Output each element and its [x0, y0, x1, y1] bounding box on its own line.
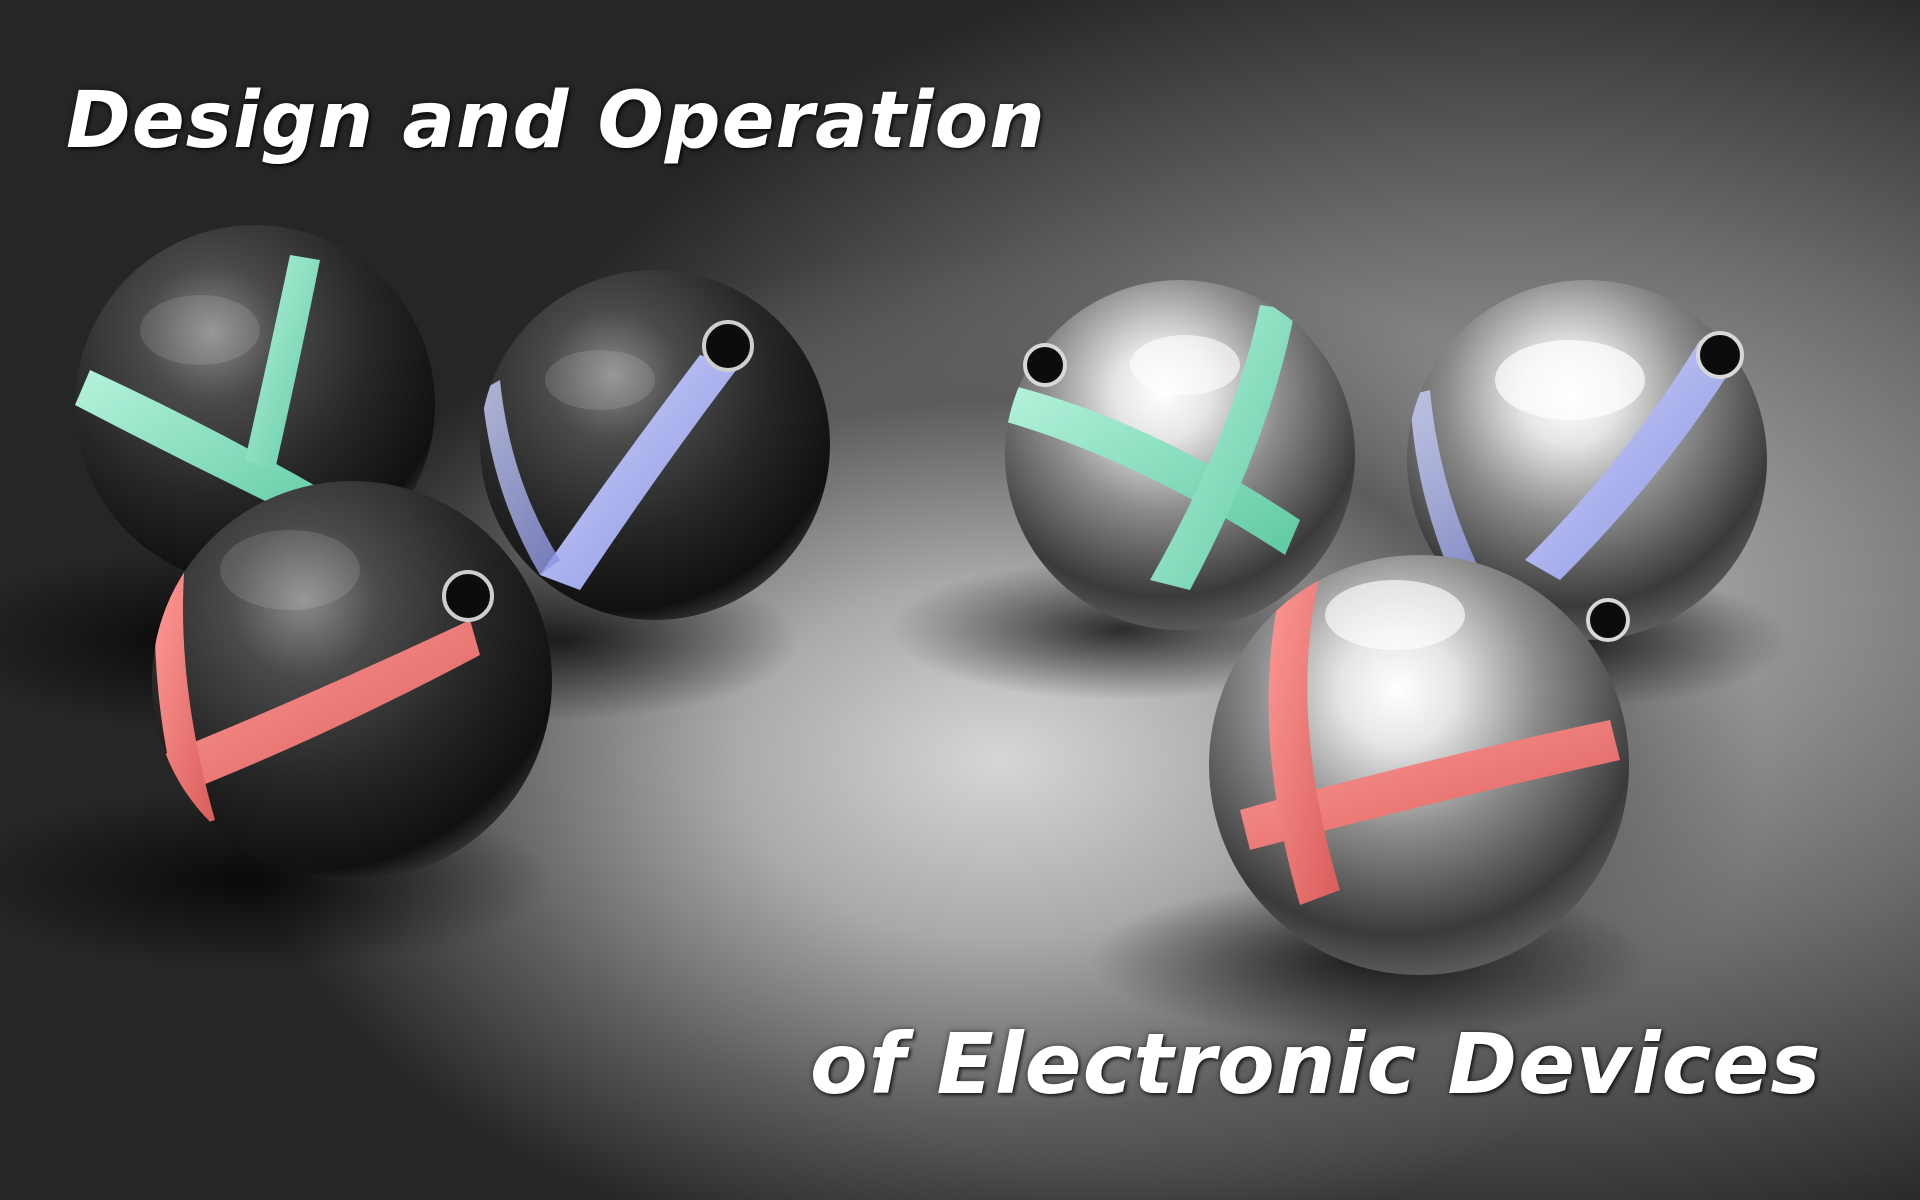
sphere-green-right [1005, 280, 1355, 630]
title-line-2: of Electronic Devices [810, 1015, 1822, 1113]
sphere-red-right [1209, 555, 1630, 975]
sphere-blue-right [1407, 280, 1767, 640]
title-line-1: Design and Operation [66, 76, 1046, 166]
sphere-red-left [152, 481, 552, 881]
sphere-blue-left [480, 270, 830, 620]
